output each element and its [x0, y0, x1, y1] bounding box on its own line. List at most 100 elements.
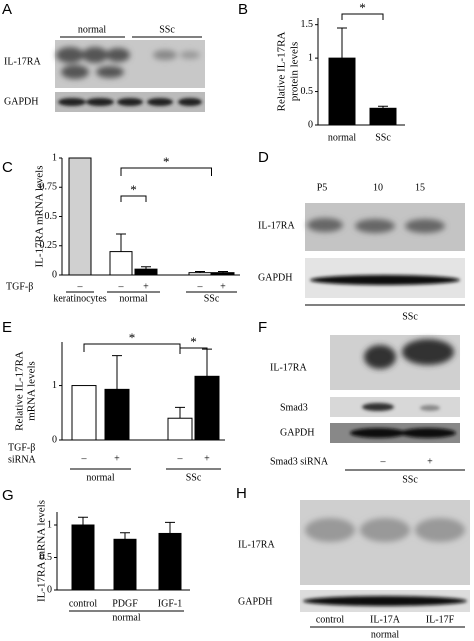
treatment-label: Smad3 siRNA: [270, 456, 329, 467]
blot-f: F IL-17RA Smad3 GAPDH Smad3 siRNA – + SS…: [258, 319, 465, 485]
lane-label: 15: [415, 182, 425, 193]
lane-label: –: [380, 456, 387, 467]
blot-image: [55, 40, 205, 88]
x-tick-label: –: [197, 281, 204, 292]
bar: [158, 532, 182, 591]
bar: [113, 538, 137, 591]
y-tick-label: 0.25: [40, 240, 58, 251]
error-bar: [195, 270, 205, 273]
row-label: GAPDH: [238, 596, 272, 607]
significance-bracket: [120, 167, 212, 176]
panel-letter: A: [2, 1, 12, 18]
y-tick-label: 1: [52, 152, 57, 163]
lane-group: normal: [371, 629, 400, 640]
y-tick-label: 0.5: [40, 552, 53, 563]
error-bar: [218, 270, 228, 273]
y-axis-label: protein levels: [289, 42, 301, 102]
significance-mark: *: [130, 182, 137, 197]
row-label: GAPDH: [4, 96, 38, 107]
y-tick-label: 0: [47, 584, 52, 595]
bar: [211, 272, 235, 276]
error-bar: [78, 516, 88, 525]
bar: [71, 385, 97, 441]
y-tick-label: 1: [308, 52, 313, 63]
y-axis-label: IL-17RA mRNA levels: [36, 500, 48, 602]
y-tick-label: 1: [52, 380, 57, 391]
y-axis-label: IL-17RA mRNA levels: [34, 165, 46, 267]
error-bar: [112, 355, 122, 390]
bar: [134, 268, 158, 276]
bar: [369, 107, 397, 126]
y-tick-label: 1: [47, 519, 52, 530]
significance-mark: *: [359, 0, 366, 15]
error-bar: [165, 521, 175, 534]
row-label: IL-17RA: [238, 539, 275, 550]
error-bar: [120, 532, 130, 540]
x-tick-label: –: [81, 453, 88, 464]
y-tick-label: 0.5: [301, 86, 314, 97]
group-label: normal: [119, 293, 148, 304]
bar: [328, 57, 356, 126]
x-tick-label: PDGF: [112, 598, 138, 609]
blot-h: H IL-17RA GAPDH control IL-17A IL-17F no…: [236, 485, 470, 640]
row-label: TGF-β: [8, 442, 35, 453]
group-label: SSc: [204, 293, 220, 304]
bar: [104, 388, 130, 441]
y-axis-label: Relative IL-17RA: [14, 351, 26, 431]
x-tick-label: +: [220, 281, 226, 292]
panel-letter: G: [2, 487, 14, 504]
significance-mark: *: [163, 154, 170, 169]
lane-label: P5: [317, 182, 328, 193]
bar: [188, 272, 212, 276]
significance-bracket: [179, 347, 208, 354]
lane-label: control: [316, 614, 345, 625]
group-label: SSc: [186, 472, 202, 483]
lane-label: +: [427, 456, 433, 467]
x-tick-label: SSc: [375, 132, 391, 143]
error-bar: [337, 27, 347, 59]
x-tick-label: –: [77, 281, 84, 292]
row-label: GAPDH: [258, 272, 292, 283]
lane-label: 10: [373, 182, 383, 193]
x-tick-label: –: [177, 453, 184, 464]
blot-d: D P5 10 15 IL-17RA GAPDH SSc: [258, 149, 465, 322]
x-tick-label: +: [204, 453, 210, 464]
row-label: siRNA: [8, 454, 37, 465]
row-label: IL-17RA: [4, 56, 41, 67]
significance-bracket: [120, 195, 147, 202]
bar: [167, 417, 193, 441]
blot-a: A normal SSc IL-17RA GAPDH: [2, 1, 205, 112]
y-tick-label: 1.5: [301, 19, 314, 30]
lane-group: SSc: [402, 311, 418, 322]
bar: [194, 375, 220, 441]
lane-group: SSc: [402, 474, 418, 485]
panel-letter: D: [258, 149, 269, 166]
error-bar: [378, 105, 388, 109]
y-tick-label: 0: [52, 434, 57, 445]
x-tick-label: control: [69, 598, 98, 609]
error-bar: [116, 233, 126, 252]
panel-letter: E: [2, 319, 12, 336]
group-label: normal: [112, 612, 141, 623]
error-bar: [141, 266, 151, 270]
y-tick-label: 0.5: [45, 211, 58, 222]
panel-letter: C: [2, 159, 13, 176]
group-label: normal: [86, 472, 115, 483]
bar: [109, 251, 133, 276]
row-label: Smad3: [280, 402, 308, 413]
row-label: IL-17RA: [270, 362, 307, 373]
lane-group: SSc: [159, 24, 175, 35]
bar: [68, 157, 92, 276]
panel-letter: B: [238, 1, 248, 18]
x-tick-label: normal: [328, 132, 357, 143]
x-tick-label: +: [114, 453, 120, 464]
lane-group: normal: [78, 24, 107, 35]
row-label: TGF-β: [6, 281, 33, 292]
panel-letter: H: [236, 485, 247, 502]
row-label: GAPDH: [280, 427, 314, 438]
y-axis-label: Relative IL-17RA: [276, 32, 288, 112]
significance-mark: *: [190, 334, 197, 349]
significance-mark: *: [129, 330, 136, 345]
x-tick-label: –: [118, 281, 125, 292]
